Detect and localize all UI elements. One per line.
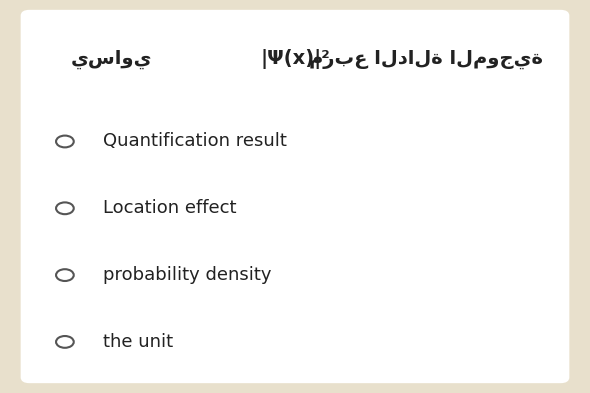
Text: the unit: the unit [103, 333, 173, 351]
Text: Quantification result: Quantification result [103, 132, 287, 151]
Text: |Ψ(x)|²: |Ψ(x)|² [260, 49, 330, 69]
Text: Location effect: Location effect [103, 199, 237, 217]
Text: probability density: probability density [103, 266, 272, 284]
Text: يساوي: يساوي [71, 49, 152, 69]
Text: مربع الدالة الموجية: مربع الدالة الموجية [309, 49, 543, 69]
